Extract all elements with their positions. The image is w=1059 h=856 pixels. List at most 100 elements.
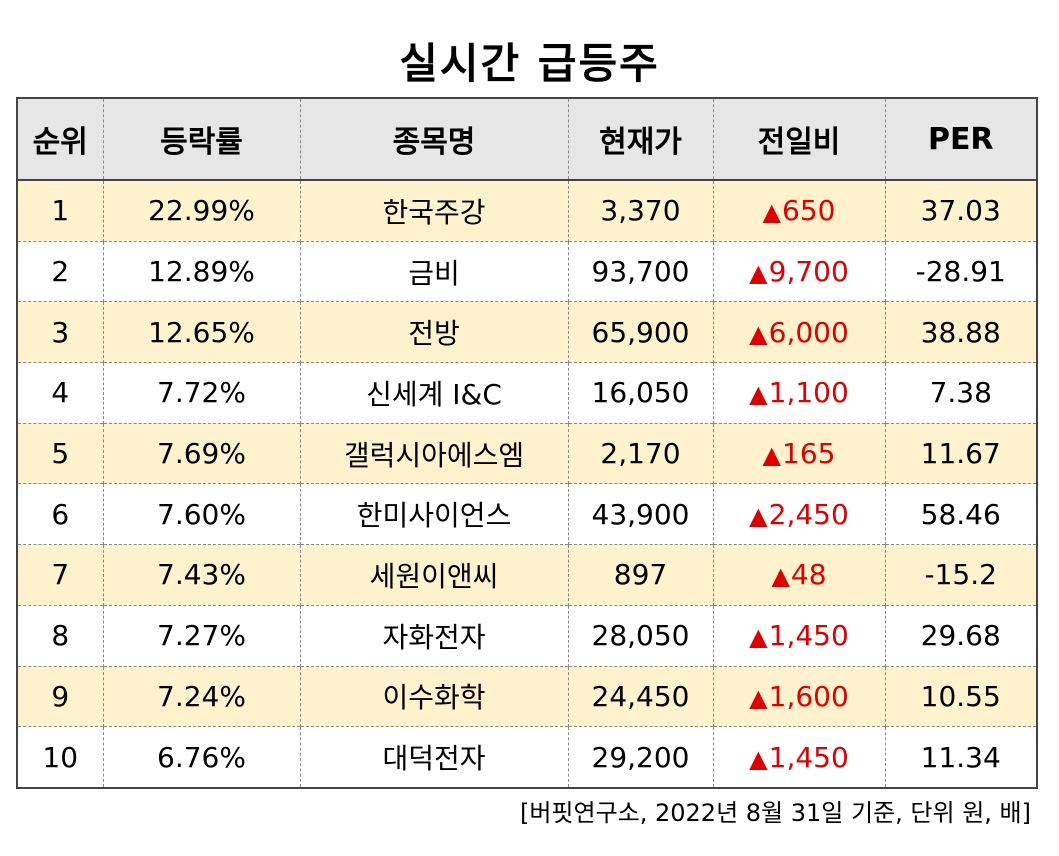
- change-cell: ▲2,450: [712, 483, 885, 545]
- change-cell: ▲650: [712, 179, 885, 242]
- rank-cell: 2: [17, 240, 103, 302]
- column-header-rate: 등락률: [102, 98, 300, 181]
- up-triangle-icon: ▲: [762, 198, 781, 227]
- change-value: 2,450: [768, 497, 849, 531]
- up-triangle-icon: ▲: [749, 380, 768, 409]
- price-cell: 28,050: [567, 604, 713, 666]
- rate-cell: 7.69%: [102, 422, 300, 484]
- price-cell: 29,200: [567, 726, 713, 788]
- stock-name-cell: 금비: [299, 240, 568, 302]
- stock-name-cell: 세원이앤씨: [299, 544, 568, 606]
- up-triangle-icon: ▲: [749, 319, 768, 348]
- rate-cell: 12.89%: [102, 240, 300, 302]
- table-header-row: 순위 등락률 종목명 현재가 전일비 PER: [17, 98, 1037, 181]
- price-cell: 65,900: [567, 301, 713, 363]
- source-note: [버핏연구소, 2022년 8월 31일 기준, 단위 원, 배]: [519, 799, 1031, 827]
- stock-table: 순위 등락률 종목명 현재가 전일비 PER 1 22.99% 한국주강 3,370 ▲…: [16, 97, 1038, 789]
- stock-name-cell: 자화전자: [299, 604, 568, 666]
- per-cell: -28.91: [884, 240, 1037, 302]
- stock-name-cell: 갤럭시아에스엠: [299, 422, 568, 484]
- table-row: 5 7.69% 갤럭시아에스엠 2,170 ▲165 11.67: [17, 422, 1037, 484]
- stock-name-cell: 한미사이언스: [299, 483, 568, 545]
- rank-cell: 9: [17, 665, 103, 727]
- up-triangle-icon: ▲: [749, 501, 768, 530]
- table-row: 3 12.65% 전방 65,900 ▲6,000 38.88: [17, 301, 1037, 363]
- per-cell: 58.46: [884, 483, 1037, 545]
- table-row: 8 7.27% 자화전자 28,050 ▲1,450 29.68: [17, 604, 1037, 666]
- up-triangle-icon: ▲: [749, 744, 768, 773]
- column-header-change: 전일비: [712, 98, 885, 181]
- up-triangle-icon: ▲: [749, 683, 768, 712]
- stock-name-cell: 이수화학: [299, 665, 568, 727]
- rate-cell: 6.76%: [102, 726, 300, 788]
- column-header-price: 현재가: [567, 98, 713, 181]
- change-cell: ▲165: [712, 422, 885, 484]
- stock-name-cell: 신세계 I&C: [299, 362, 568, 424]
- change-value: 1,450: [768, 740, 849, 774]
- rate-cell: 7.24%: [102, 665, 300, 727]
- table-row: 9 7.24% 이수화학 24,450 ▲1,600 10.55: [17, 665, 1037, 727]
- up-triangle-icon: ▲: [762, 441, 781, 470]
- change-value: 165: [782, 437, 836, 471]
- change-cell: ▲6,000: [712, 301, 885, 363]
- rank-cell: 7: [17, 544, 103, 606]
- rate-cell: 7.72%: [102, 362, 300, 424]
- price-cell: 897: [567, 544, 713, 606]
- table-row: 1 22.99% 한국주강 3,370 ▲650 37.03: [17, 179, 1037, 242]
- table-row: 2 12.89% 금비 93,700 ▲9,700 -28.91: [17, 240, 1037, 302]
- change-cell: ▲1,450: [712, 726, 885, 788]
- rate-cell: 7.27%: [102, 604, 300, 666]
- rate-cell: 12.65%: [102, 301, 300, 363]
- price-cell: 2,170: [567, 422, 713, 484]
- column-header-per: PER: [884, 98, 1037, 181]
- rate-cell: 7.43%: [102, 544, 300, 606]
- change-cell: ▲9,700: [712, 240, 885, 302]
- rank-cell: 3: [17, 301, 103, 363]
- rank-cell: 8: [17, 604, 103, 666]
- up-triangle-icon: ▲: [749, 259, 768, 288]
- rank-cell: 6: [17, 483, 103, 545]
- stock-name-cell: 대덕전자: [299, 726, 568, 788]
- up-triangle-icon: ▲: [749, 623, 768, 652]
- change-value: 1,450: [768, 619, 849, 653]
- price-cell: 43,900: [567, 483, 713, 545]
- table-row: 10 6.76% 대덕전자 29,200 ▲1,450 11.34: [17, 726, 1037, 788]
- price-cell: 16,050: [567, 362, 713, 424]
- rank-cell: 4: [17, 362, 103, 424]
- price-cell: 24,450: [567, 665, 713, 727]
- table-row: 4 7.72% 신세계 I&C 16,050 ▲1,100 7.38: [17, 362, 1037, 424]
- table-row: 6 7.60% 한미사이언스 43,900 ▲2,450 58.46: [17, 483, 1037, 545]
- price-cell: 3,370: [567, 179, 713, 242]
- per-cell: 10.55: [884, 665, 1037, 727]
- change-value: 9,700: [768, 255, 849, 289]
- page-title: 실시간 급등주: [399, 39, 660, 88]
- rate-cell: 7.60%: [102, 483, 300, 545]
- per-cell: 37.03: [884, 179, 1037, 242]
- stock-name-cell: 전방: [299, 301, 568, 363]
- change-value: 1,600: [768, 679, 849, 713]
- change-cell: ▲1,100: [712, 362, 885, 424]
- per-cell: 7.38: [884, 362, 1037, 424]
- per-cell: 38.88: [884, 301, 1037, 363]
- per-cell: 11.34: [884, 726, 1037, 788]
- per-cell: 11.67: [884, 422, 1037, 484]
- rank-cell: 5: [17, 422, 103, 484]
- change-cell: ▲1,450: [712, 604, 885, 666]
- change-value: 650: [782, 194, 836, 228]
- change-value: 1,100: [768, 376, 849, 410]
- rank-cell: 10: [17, 726, 103, 788]
- column-header-rank: 순위: [17, 98, 103, 181]
- per-cell: -15.2: [884, 544, 1037, 606]
- change-cell: ▲48: [712, 544, 885, 606]
- per-cell: 29.68: [884, 604, 1037, 666]
- price-cell: 93,700: [567, 240, 713, 302]
- up-triangle-icon: ▲: [771, 562, 790, 591]
- change-value: 6,000: [768, 315, 849, 349]
- rate-cell: 22.99%: [102, 179, 300, 242]
- column-header-name: 종목명: [299, 98, 568, 181]
- rank-cell: 1: [17, 179, 103, 242]
- stock-name-cell: 한국주강: [299, 179, 568, 242]
- table-row: 7 7.43% 세원이앤씨 897 ▲48 -15.2: [17, 544, 1037, 606]
- change-cell: ▲1,600: [712, 665, 885, 727]
- change-value: 48: [790, 558, 827, 592]
